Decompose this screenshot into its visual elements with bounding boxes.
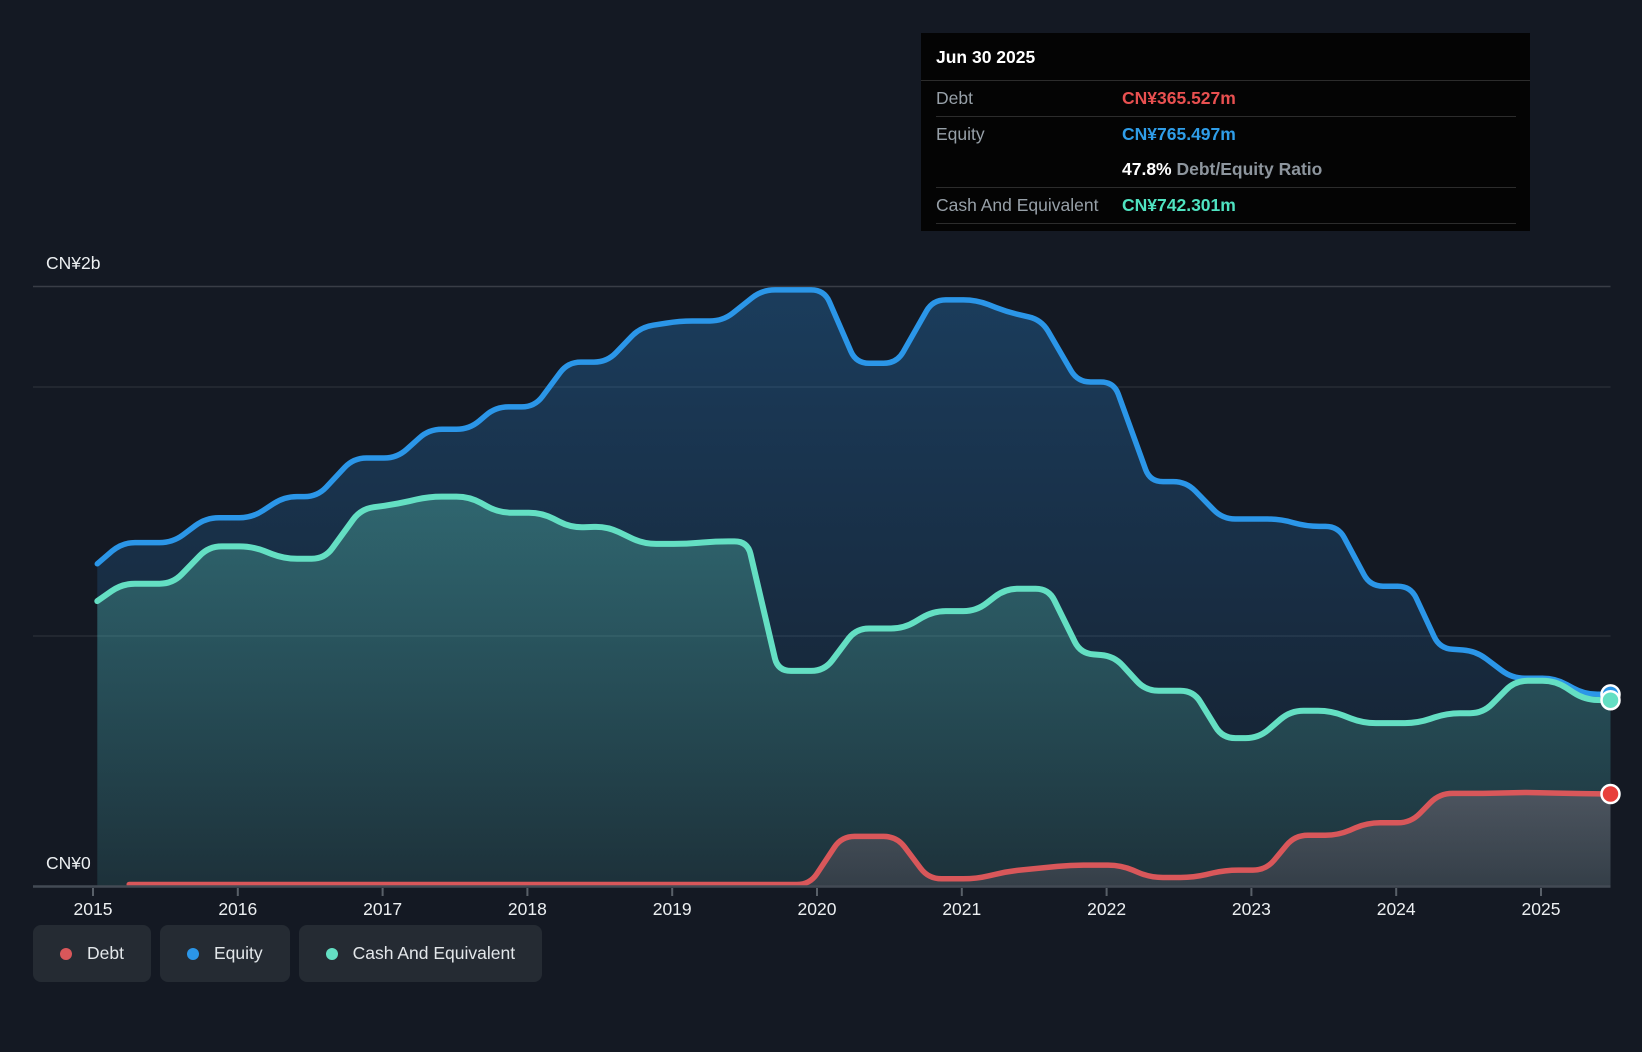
tooltip-cash-label: Cash And Equivalent [936, 195, 1099, 215]
debt-endpoint-marker [1600, 783, 1621, 805]
tooltip-date: Jun 30 2025 [921, 33, 1530, 81]
x-tick-label-2022: 2022 [1087, 899, 1126, 919]
legend-debt-label: Debt [87, 943, 124, 963]
tooltip-debt-value: CN¥365.527m [1122, 88, 1236, 108]
x-tick-label-2019: 2019 [653, 899, 692, 919]
x-tick-label-2016: 2016 [218, 899, 257, 919]
endpoint-markers [1600, 684, 1621, 805]
cash-series-dot-icon [325, 947, 338, 960]
x-axis: 2015 2016 2017 2018 2019 2020 2021 2022 2023 2024… [33, 885, 1611, 919]
debt-line [126, 789, 1614, 888]
chart-legend: Debt Equity Cash And Equivalent [33, 925, 543, 982]
legend-item-cash[interactable]: Cash And Equivalent [298, 925, 543, 982]
legend-cash-label: Cash And Equivalent [352, 943, 516, 963]
debt-area [129, 792, 1611, 886]
legend-equity-label: Equity [213, 943, 263, 963]
tooltip-cash-value: CN¥742.301m [1122, 195, 1236, 215]
cash-line [94, 493, 1614, 742]
chart-tooltip: Jun 30 2025 Debt CN¥365.527m Equity CN¥7… [921, 33, 1530, 231]
x-tick-label-2017: 2017 [363, 899, 402, 919]
x-tick-label-2015: 2015 [74, 899, 113, 919]
debt-series-dot-icon [60, 947, 72, 960]
cash-area [97, 496, 1611, 886]
y-axis-zero-label: CN¥0 [46, 853, 91, 873]
tooltip-ratio-value: 47.8% [1122, 159, 1172, 179]
x-tick-label-2020: 2020 [798, 899, 837, 919]
x-tick-label-2018: 2018 [508, 899, 547, 919]
tooltip-equity-value: CN¥765.497m [1122, 124, 1236, 144]
x-tick-label-2024: 2024 [1377, 899, 1416, 919]
tooltip-row-debt: Debt CN¥365.527m [936, 81, 1516, 117]
legend-item-equity[interactable]: Equity [159, 925, 290, 982]
legend-item-debt[interactable]: Debt [33, 925, 151, 982]
x-tick-label-2021: 2021 [942, 899, 981, 919]
equity-line [94, 287, 1614, 698]
tooltip-row-cash: Cash And Equivalent CN¥742.301m [936, 188, 1516, 224]
tooltip-row-equity: Equity CN¥765.497m [936, 117, 1516, 152]
x-tick-label-2023: 2023 [1232, 899, 1271, 919]
tooltip-equity-label: Equity [936, 124, 985, 144]
tooltip-ratio-label: Debt/Equity Ratio [1176, 159, 1323, 179]
cash-endpoint-marker [1600, 689, 1621, 711]
series-areas-and-lines [94, 287, 1614, 888]
x-tick-label-2025: 2025 [1522, 899, 1561, 919]
tooltip-ratio: 47.8% Debt/Equity Ratio [1122, 159, 1516, 180]
equity-series-dot-icon [186, 947, 199, 960]
y-axis-max-label: CN¥2b [46, 253, 100, 273]
tooltip-row-ratio: 47.8% Debt/Equity Ratio [936, 152, 1516, 188]
tooltip-debt-label: Debt [936, 88, 973, 108]
